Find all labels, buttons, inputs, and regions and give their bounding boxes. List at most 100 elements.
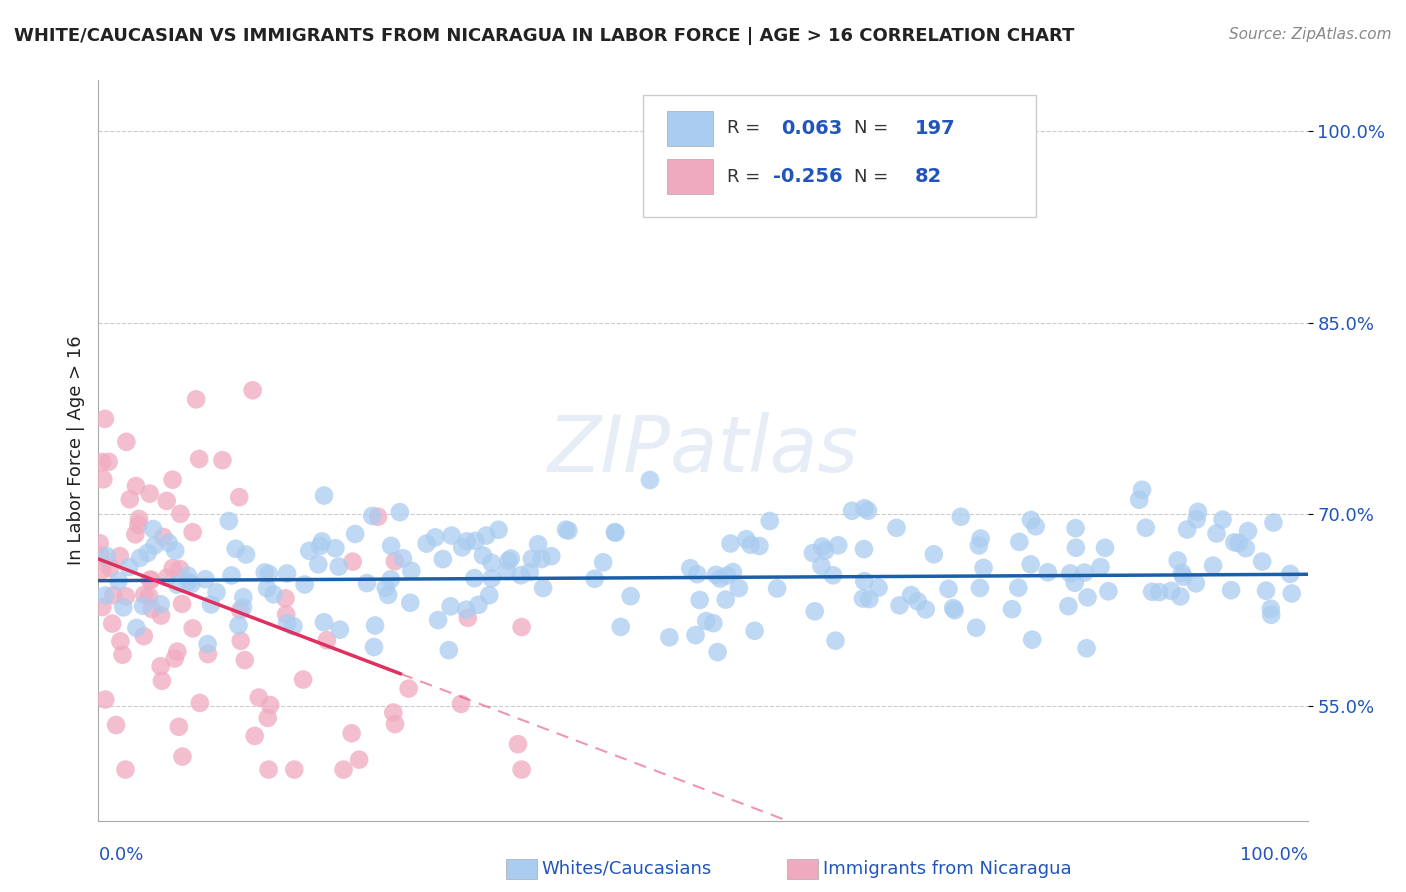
Point [900, 588, 922, 602]
Point [1170, 590, 1192, 604]
Point [727, 581, 749, 595]
Text: Source: ZipAtlas.com: Source: ZipAtlas.com [1229, 27, 1392, 42]
Text: R =: R = [727, 168, 766, 186]
Point [172, 749, 194, 764]
Point [384, 717, 406, 731]
Point [162, 473, 184, 487]
Point [361, 508, 384, 523]
Point [205, 585, 228, 599]
Point [1263, 516, 1285, 530]
Point [142, 522, 165, 536]
Point [232, 600, 254, 615]
Point [294, 577, 316, 591]
FancyBboxPatch shape [666, 111, 713, 146]
Point [1036, 566, 1059, 580]
Point [1073, 566, 1095, 580]
Point [200, 598, 222, 612]
Point [475, 528, 498, 542]
Point [259, 698, 281, 712]
Point [218, 514, 240, 528]
Point [115, 434, 138, 449]
Point [720, 536, 742, 550]
Point [440, 528, 463, 542]
Point [112, 600, 135, 615]
Text: 0.063: 0.063 [782, 119, 842, 138]
Point [197, 637, 219, 651]
Point [464, 533, 486, 548]
Text: -0.256: -0.256 [773, 167, 842, 186]
Point [973, 561, 995, 575]
Point [592, 555, 614, 569]
Point [852, 591, 875, 606]
Point [1059, 566, 1081, 581]
Point [527, 537, 550, 551]
Point [695, 614, 717, 628]
Point [1185, 512, 1208, 526]
Point [332, 763, 354, 777]
Point [221, 568, 243, 582]
Point [1160, 583, 1182, 598]
Point [1140, 584, 1163, 599]
Point [463, 571, 485, 585]
Point [1205, 526, 1227, 541]
Point [868, 581, 890, 595]
Text: R =: R = [727, 120, 766, 137]
Point [824, 633, 846, 648]
Point [364, 618, 387, 632]
Point [188, 452, 211, 467]
Point [91, 563, 114, 577]
Point [427, 613, 450, 627]
Point [398, 681, 420, 696]
Point [702, 616, 724, 631]
Text: N =: N = [855, 120, 894, 137]
Text: 197: 197 [915, 119, 955, 138]
Point [609, 620, 631, 634]
Point [225, 541, 247, 556]
Point [686, 567, 709, 582]
Point [380, 539, 402, 553]
Point [1171, 566, 1194, 580]
Point [367, 509, 389, 524]
Point [1064, 541, 1087, 555]
FancyBboxPatch shape [643, 95, 1035, 218]
Point [256, 582, 278, 596]
Point [467, 598, 489, 612]
Point [1008, 534, 1031, 549]
Point [709, 572, 731, 586]
Point [841, 504, 863, 518]
Point [716, 568, 738, 582]
Point [328, 559, 350, 574]
Point [1128, 492, 1150, 507]
Point [177, 568, 200, 582]
Point [1173, 569, 1195, 583]
Point [922, 547, 945, 561]
Point [177, 574, 200, 589]
Point [256, 711, 278, 725]
Point [292, 673, 315, 687]
Point [143, 538, 166, 552]
Point [363, 640, 385, 654]
Point [557, 524, 579, 538]
Point [98, 561, 121, 575]
Point [827, 538, 849, 552]
Point [401, 564, 423, 578]
Point [228, 490, 250, 504]
FancyBboxPatch shape [666, 159, 713, 194]
Point [1279, 566, 1302, 581]
Point [450, 697, 472, 711]
Point [105, 718, 128, 732]
Point [638, 473, 661, 487]
Point [162, 561, 184, 575]
Point [169, 507, 191, 521]
Point [943, 603, 966, 617]
Point [481, 571, 503, 585]
Point [1212, 512, 1234, 526]
Point [165, 543, 187, 558]
Point [94, 412, 117, 426]
Point [388, 505, 411, 519]
Point [853, 574, 876, 589]
Point [744, 624, 766, 638]
Point [1057, 599, 1080, 614]
Point [583, 572, 606, 586]
Point [298, 544, 321, 558]
